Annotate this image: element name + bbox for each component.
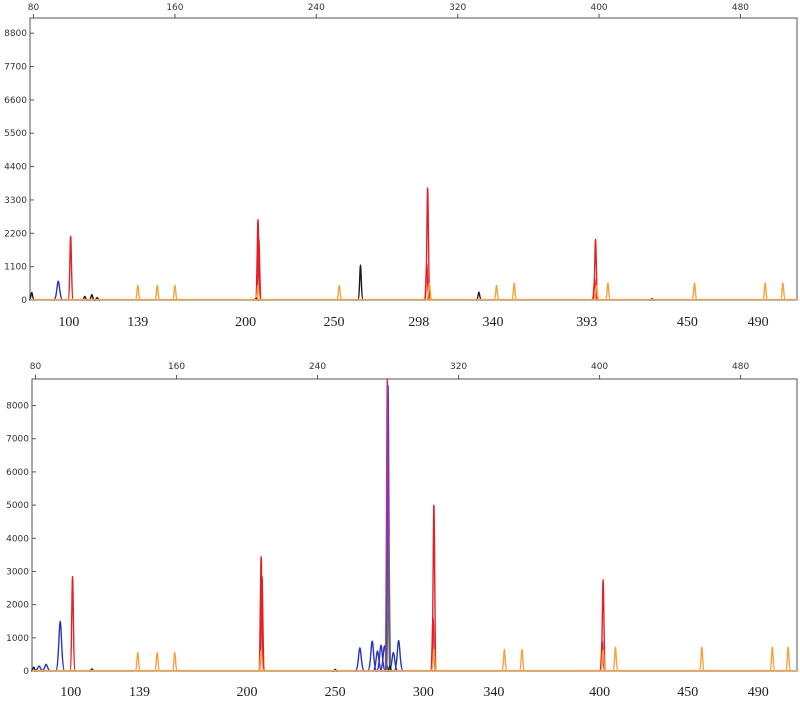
y-tick-label: 7700: [4, 63, 27, 73]
peak-red: [598, 640, 606, 672]
top-tick-label: 240: [308, 3, 325, 13]
peak-blue: [393, 639, 404, 672]
peak-blue: [53, 280, 64, 301]
size-label: 393: [576, 315, 597, 330]
peak-orange: [761, 282, 769, 301]
size-label: 200: [235, 315, 256, 330]
peak-blue: [372, 650, 383, 672]
peak-orange: [698, 646, 706, 672]
size-label: 200: [237, 685, 258, 700]
peak-orange: [171, 284, 179, 301]
peak-red: [257, 555, 265, 672]
peak-black: [88, 293, 95, 301]
peak-orange: [134, 651, 142, 672]
size-label: 300: [413, 685, 434, 700]
peak-blue: [55, 620, 66, 672]
size-label: 250: [325, 685, 346, 700]
peak-orange: [426, 282, 433, 301]
top-tick-label: 80: [28, 3, 40, 13]
peak-orange: [171, 651, 179, 672]
electropherogram-bottom: 80 160 240 320 400 480 0 1000 2000 3000 4000 5000 60…: [6, 362, 798, 700]
chart-panel-top: 80 160 240 320 400 480 0 1100 2200 3300 4400 5500 66…: [0, 0, 800, 340]
y-tick-label: 6000: [6, 468, 29, 478]
top-tick-label: 160: [166, 3, 183, 13]
size-label: 450: [677, 685, 698, 700]
y-tick-label: 2000: [6, 601, 29, 611]
top-tick-label: 240: [309, 362, 326, 372]
peak-black: [357, 264, 364, 301]
peak-red: [67, 235, 74, 301]
size-label: 100: [58, 315, 79, 330]
y-tick-label: 3300: [4, 196, 27, 206]
peak-orange: [612, 646, 619, 672]
peak-orange: [501, 648, 508, 672]
peak-blue: [375, 644, 387, 672]
top-tick-label: 320: [449, 3, 466, 13]
y-tick-label: 1000: [6, 634, 29, 644]
y-tick-label: 0: [23, 667, 29, 677]
peak-orange: [493, 284, 500, 301]
size-label: 298: [408, 315, 429, 330]
peak-orange: [604, 282, 612, 301]
peak-orange: [335, 284, 343, 301]
peak-orange: [593, 284, 600, 301]
peak-black: [28, 291, 35, 301]
y-tick-label: 0: [21, 296, 27, 306]
top-tick-label: 480: [732, 362, 749, 372]
top-tick-label: 400: [591, 362, 608, 372]
y-tick-label: 8800: [4, 29, 27, 39]
y-tick-label: 7000: [6, 435, 29, 445]
plot-frame: [29, 17, 798, 301]
size-label: 100: [60, 685, 81, 700]
size-label: 340: [483, 315, 504, 330]
y-tick-label: 2200: [4, 229, 27, 239]
size-label: 450: [677, 315, 698, 330]
size-label: 139: [129, 685, 150, 700]
chart-panel-bottom: 80 160 240 320 400 480 0 1000 2000 3000 4000 5000 60…: [0, 352, 800, 703]
peak-blue: [379, 645, 390, 672]
peak-blue: [41, 663, 51, 672]
peak-red: [591, 278, 598, 301]
top-tick-label: 480: [732, 3, 749, 13]
peak-blue: [354, 647, 366, 672]
peak-orange: [691, 282, 698, 301]
y-tick-label: 5000: [6, 501, 29, 511]
peak-orange: [153, 651, 161, 672]
y-tick-label: 5500: [4, 129, 27, 139]
size-label: 490: [748, 685, 769, 700]
size-label: 250: [323, 315, 344, 330]
plot-frame: [31, 378, 798, 672]
size-label: 490: [748, 315, 769, 330]
peak-orange: [769, 646, 776, 672]
y-tick-label: 1100: [4, 263, 27, 273]
peak-orange: [254, 284, 262, 301]
y-tick-label: 6600: [4, 96, 27, 106]
y-tick-label: 3000: [6, 567, 29, 577]
peak-black: [475, 291, 482, 301]
peak-red: [69, 575, 76, 672]
electropherogram-top: 80 160 240 320 400 480 0 1100 2200 3300 4400 5500 66…: [4, 3, 798, 330]
top-tick-label: 160: [168, 362, 185, 372]
top-tick-label: 320: [450, 362, 467, 372]
peak-orange: [599, 649, 607, 672]
top-tick-label: 80: [30, 362, 42, 372]
top-tick-label: 400: [590, 3, 607, 13]
peak-orange: [784, 646, 792, 672]
y-tick-label: 8000: [6, 402, 29, 412]
peak-red: [254, 218, 262, 301]
y-tick-label: 4000: [6, 534, 29, 544]
peak-orange: [779, 282, 787, 301]
peak-orange: [153, 284, 161, 301]
peak-orange: [257, 649, 265, 672]
peak-orange: [134, 284, 142, 301]
peak-orange: [510, 282, 518, 301]
peak-orange: [518, 648, 526, 672]
y-tick-label: 4400: [4, 163, 27, 173]
size-label: 400: [589, 685, 610, 700]
peak-magenta: [384, 378, 391, 672]
peak-orange: [430, 648, 438, 672]
size-label: 139: [127, 315, 148, 330]
size-label: 340: [483, 685, 504, 700]
